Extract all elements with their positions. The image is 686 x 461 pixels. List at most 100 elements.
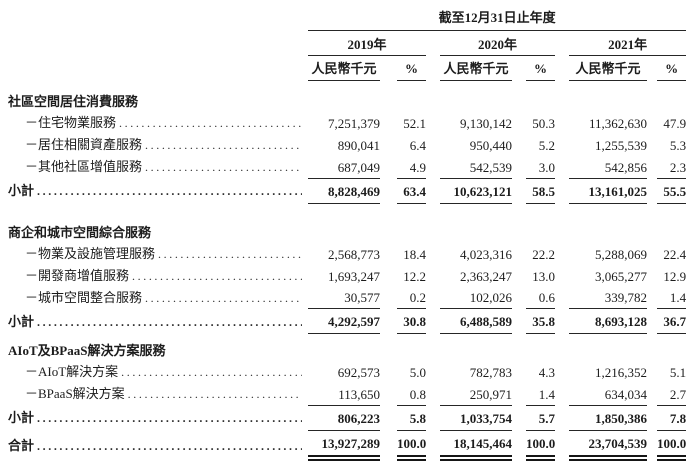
- dot-leader: [142, 137, 302, 154]
- subtotal-row: 小計 806,223 5.8 1,033,754 5.7 1,850,386 7…: [0, 405, 686, 431]
- value-2019-amount: 890,041: [337, 138, 380, 153]
- value-2021-percent: 5.3: [669, 138, 686, 153]
- row-label: －城市空間整合服務: [25, 289, 143, 305]
- year-header-2020: 2020年: [440, 30, 555, 56]
- value-2020-percent: 5.2: [538, 138, 555, 153]
- subtotal-label: 小計: [8, 410, 35, 425]
- subtotal-2019-amount: 806,223: [308, 405, 380, 431]
- dot-leader: [142, 290, 302, 307]
- value-2021-percent: 22.4: [663, 246, 686, 262]
- subtotal-label: 小計: [8, 183, 35, 198]
- column-gap: [555, 31, 569, 56]
- subtotal-2020-amount: 10,623,121: [440, 178, 512, 204]
- value-2020-amount: 9,130,142: [460, 116, 512, 131]
- value-2020-amount: 4,023,316: [460, 246, 512, 262]
- row-label: －居住相關資產服務: [25, 137, 143, 152]
- total-2021-amount: 23,704,539: [569, 430, 647, 461]
- table-row: －物業及設施管理服務 2,568,773 18.4 4,023,316 22.2…: [0, 243, 686, 265]
- column-header-row: 人民幣千元 % 人民幣千元 % 人民幣千元 %: [0, 55, 686, 81]
- section-title: 商企和城市空間綜合服務: [8, 224, 152, 240]
- value-2019-percent: 4.9: [397, 156, 426, 179]
- subtotal-2021-percent: 36.7: [657, 308, 686, 334]
- value-2021-amount: 1,255,539: [595, 138, 647, 153]
- value-2020-percent: 3.0: [526, 156, 555, 179]
- dot-leader: [116, 115, 302, 132]
- value-2019-amount: 1,693,247: [328, 268, 380, 284]
- year-header-2021: 2021年: [569, 30, 686, 56]
- section-header-row: 商企和城市空間綜合服務: [0, 222, 686, 243]
- dot-leader: [34, 438, 302, 455]
- table-row: －城市空間整合服務 30,577 0.2 102,026 0.6 339,782…: [0, 286, 686, 309]
- value-2019-amount: 2,568,773: [328, 246, 380, 262]
- value-2020-amount: 782,783: [469, 365, 512, 380]
- row-label: －其他社區增值服務: [25, 159, 143, 174]
- percent-header-2020: %: [526, 55, 555, 81]
- amount-header-2021: 人民幣千元: [569, 55, 647, 81]
- subtotal-2019-percent: 63.4: [397, 178, 426, 204]
- value-2021-percent: 2.3: [657, 156, 686, 179]
- value-2020-percent: 22.2: [532, 246, 555, 262]
- amount-header-2020: 人民幣千元: [440, 55, 512, 81]
- table-row: －其他社區增值服務 687,049 4.9 542,539 3.0 542,85…: [0, 156, 686, 179]
- row-label: －住宅物業服務: [25, 115, 117, 130]
- grand-total-row: 合計 13,927,289 100.0 18,145,464 100.0 23,…: [0, 430, 686, 461]
- value-2020-percent: 4.3: [538, 365, 555, 380]
- total-2020-percent: 100.0: [526, 430, 555, 461]
- value-2019-amount: 7,251,379: [328, 116, 380, 131]
- value-2020-amount: 542,539: [440, 156, 512, 179]
- value-2019-percent: 0.8: [397, 383, 426, 406]
- subtotal-2020-amount: 1,033,754: [440, 405, 512, 431]
- section-title: AIoT及BPaaS解決方案服務: [8, 343, 166, 358]
- subtotal-2019-amount: 8,828,469: [308, 178, 380, 204]
- year-header-2019: 2019年: [308, 30, 426, 56]
- subtotal-row: 小計 8,828,469 63.4 10,623,121 58.5 13,161…: [0, 178, 686, 204]
- table-row: －居住相關資產服務 890,041 6.4 950,440 5.2 1,255,…: [0, 134, 686, 156]
- percent-header-2021: %: [657, 55, 686, 81]
- value-2019-percent: 18.4: [403, 246, 426, 262]
- dot-leader: [155, 246, 302, 263]
- value-2020-percent: 13.0: [532, 268, 555, 284]
- value-2020-percent: 50.3: [532, 116, 555, 131]
- year-header-row: 2019年 2020年 2021年: [0, 30, 686, 56]
- dot-leader: [34, 314, 302, 331]
- subtotal-2020-percent: 5.7: [526, 405, 555, 431]
- subtotal-2021-amount: 8,693,128: [569, 308, 647, 334]
- subtotal-label: 小計: [8, 313, 35, 329]
- value-2021-percent: 47.9: [663, 116, 686, 131]
- section-header-row: 社區空間居住消費服務: [0, 91, 686, 112]
- value-2021-amount: 1,216,352: [595, 365, 647, 380]
- subtotal-2020-percent: 58.5: [526, 178, 555, 204]
- value-2019-amount: 692,573: [337, 365, 380, 380]
- section-header-row: AIoT及BPaaS解決方案服務: [0, 340, 686, 361]
- value-2021-percent: 12.9: [663, 268, 686, 284]
- value-2019-percent: 0.2: [397, 286, 426, 309]
- subtotal-2019-amount: 4,292,597: [308, 308, 380, 334]
- table-row: －住宅物業服務 7,251,379 52.1 9,130,142 50.3 11…: [0, 112, 686, 134]
- dot-leader: [118, 364, 302, 381]
- total-label: 合計: [8, 437, 35, 453]
- value-2020-percent: 0.6: [526, 286, 555, 309]
- total-2020-amount: 18,145,464: [440, 430, 512, 461]
- value-2021-amount: 542,856: [569, 156, 647, 179]
- row-label: －物業及設施管理服務: [25, 245, 156, 261]
- value-2021-amount: 5,288,069: [595, 246, 647, 262]
- dot-leader: [129, 268, 302, 285]
- row-label: －開發商增值服務: [25, 267, 130, 283]
- subtotal-2019-percent: 5.8: [397, 405, 426, 431]
- table-row: －開發商增值服務 1,693,247 12.2 2,363,247 13.0 3…: [0, 265, 686, 287]
- subtotal-2021-percent: 7.8: [657, 405, 686, 431]
- subtotal-2021-amount: 1,850,386: [569, 405, 647, 431]
- period-header: 截至12月31日止年度: [308, 5, 686, 31]
- subtotal-2020-amount: 6,488,589: [440, 308, 512, 334]
- value-2020-amount: 250,971: [440, 383, 512, 406]
- value-2020-amount: 2,363,247: [460, 268, 512, 284]
- value-2019-amount: 30,577: [308, 286, 380, 309]
- amount-header-2019: 人民幣千元: [308, 55, 380, 81]
- table-row: －AIoT解決方案 692,573 5.0 782,783 4.3 1,216,…: [0, 361, 686, 383]
- subtotal-row: 小計 4,292,597 30.8 6,488,589 35.8 8,693,1…: [0, 308, 686, 334]
- value-2019-percent: 6.4: [409, 138, 426, 153]
- total-2019-percent: 100.0: [397, 430, 426, 461]
- dot-leader: [34, 183, 302, 200]
- revenue-breakdown-table: 截至12月31日止年度 2019年 2020年 2021年 人民幣千元 % 人民…: [0, 5, 686, 461]
